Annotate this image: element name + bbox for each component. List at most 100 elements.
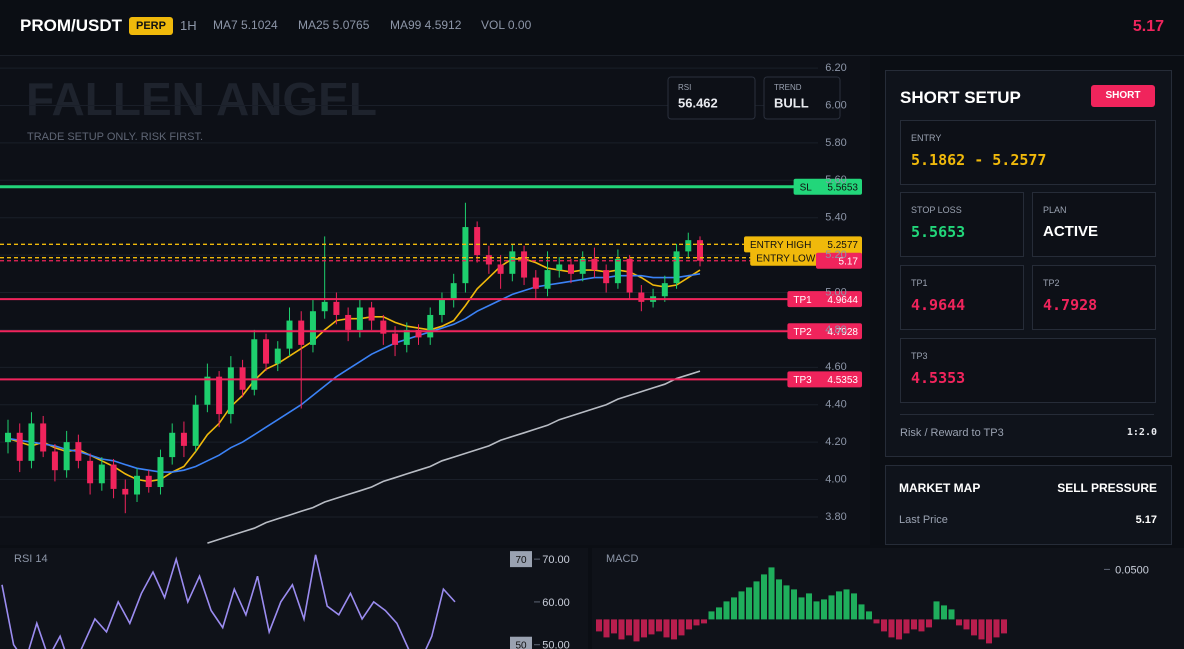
setup-title: SHORT SETUP	[900, 88, 1021, 107]
plan-value: ACTIVE	[1043, 223, 1099, 240]
level-name: ENTRY HIGH	[750, 240, 811, 251]
level-name: TP3	[793, 375, 812, 386]
candle-body	[204, 376, 211, 405]
macd-bar	[881, 619, 887, 632]
macd-bar	[701, 619, 707, 624]
candle-body	[157, 457, 164, 488]
level-label-box	[787, 323, 862, 340]
macd-bar	[836, 591, 842, 620]
short-badge: SHORT	[1091, 85, 1155, 107]
subtitle: TRADE SETUP ONLY. RISK FIRST.	[27, 131, 203, 143]
macd-bar	[851, 593, 857, 620]
macd-bar	[776, 579, 782, 620]
macd-bar	[993, 619, 1000, 638]
level-label-box	[744, 236, 862, 253]
candle-body	[591, 258, 598, 271]
level-label-box	[816, 252, 862, 269]
level-value: 4.7928	[827, 327, 858, 338]
candle-body	[263, 339, 270, 364]
candle-body	[145, 475, 152, 488]
entry-box: ENTRY 5.1862 - 5.2577	[900, 120, 1156, 185]
last-price-value: 5.17	[1135, 514, 1157, 526]
candle-body	[321, 301, 328, 312]
ma7: MA7 5.1024	[213, 18, 278, 32]
macd-bar	[941, 605, 947, 620]
level-label-box	[787, 371, 862, 388]
candle-body	[368, 307, 375, 321]
trend-box-label: TREND	[774, 83, 802, 92]
macd-bar	[798, 597, 805, 620]
macd-bar	[926, 619, 932, 628]
candle-body	[5, 432, 11, 443]
macd-bar	[843, 589, 850, 620]
entry-label: ENTRY	[911, 133, 942, 143]
candle-body	[134, 475, 141, 495]
market-status: SELL PRESSURE	[1057, 481, 1157, 495]
candle-body	[333, 301, 340, 315]
rsi-line	[1, 554, 456, 649]
y-tick-label: 4.80	[825, 324, 846, 336]
candle-body	[532, 277, 539, 289]
sl-box: STOP LOSS 5.5653	[900, 192, 1024, 257]
candle-body	[638, 292, 645, 302]
macd-bar	[888, 619, 895, 638]
interval: 1H	[180, 18, 197, 33]
candle-body	[403, 329, 410, 345]
plan-box: PLAN ACTIVE	[1032, 192, 1156, 257]
macd-panel-bg	[592, 548, 1184, 649]
macd-bar	[873, 619, 880, 624]
symbol: PROM/USDT	[20, 16, 122, 35]
candle-body	[274, 348, 281, 364]
level-name: TP1	[793, 295, 812, 306]
tp3-value: 4.5353	[911, 369, 966, 387]
macd-bar	[971, 619, 977, 636]
rsi-level-label: 70	[515, 555, 527, 566]
tp2-value: 4.7928	[1043, 296, 1098, 314]
macd-bar	[678, 619, 685, 636]
macd-bar	[603, 619, 610, 638]
level-name: TP2	[793, 327, 812, 338]
y-tick-label: 5.20	[825, 249, 846, 261]
macd-title: MACD	[606, 553, 638, 565]
macd-bar	[948, 609, 955, 620]
rsi-panel-bg	[0, 548, 588, 649]
watermark: FALLEN ANGEL	[26, 73, 377, 125]
candle-body	[75, 442, 82, 461]
candle-body	[697, 240, 703, 261]
candle-body	[544, 270, 551, 289]
macd-bar	[693, 619, 700, 626]
candle-body	[556, 264, 563, 271]
candle-body	[603, 270, 610, 284]
tp1-box: TP1 4.9644	[900, 265, 1024, 330]
level-label-box	[787, 291, 862, 308]
rsi-level-badge	[510, 551, 532, 568]
ma-line	[207, 370, 701, 544]
candle-body	[40, 423, 47, 452]
candle-body	[298, 320, 305, 345]
macd-bar	[686, 619, 692, 630]
rsi-box-label: RSI	[678, 83, 691, 92]
ma99: MA99 4.5912	[390, 18, 462, 32]
setup-card: SHORT SETUP SHORT ENTRY 5.1862 - 5.2577 …	[885, 70, 1172, 457]
macd-bar	[903, 619, 910, 634]
rsi-level-label: 50	[515, 640, 527, 649]
ma25: MA25 5.0765	[298, 18, 370, 32]
plan-label: PLAN	[1043, 205, 1067, 215]
macd-bar	[813, 601, 820, 620]
candle-body	[87, 460, 94, 484]
candle-body	[521, 251, 528, 278]
macd-bar	[828, 595, 835, 620]
rsi-plot: RSI 14 70 50 70.00 60.00 50.00	[1, 551, 570, 649]
level-value: 5.17	[839, 256, 859, 267]
macd-bar	[896, 619, 902, 640]
level-value: 4.5353	[827, 375, 858, 386]
tp3-box: TP3 4.5353	[900, 338, 1156, 403]
candle-body	[685, 240, 692, 252]
macd-bar	[1001, 619, 1007, 634]
macd-bar	[768, 567, 775, 620]
y-tick-label: 5.60	[825, 174, 846, 186]
macd-bar	[783, 585, 790, 620]
y-tick-label: 6.00	[825, 99, 846, 111]
rsi-tick-label: 50.00	[542, 640, 570, 649]
